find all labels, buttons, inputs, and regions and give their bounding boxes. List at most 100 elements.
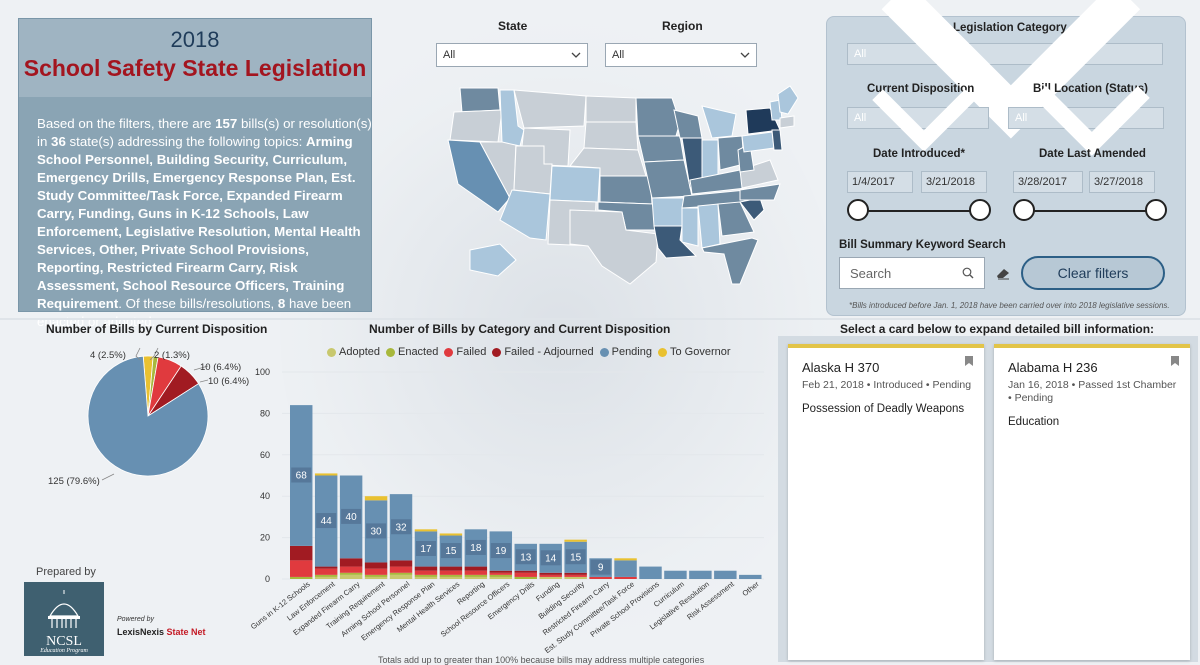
map-state-ak[interactable]: [469, 243, 517, 277]
legend-item-failed-adjourned[interactable]: Failed - Adjourned: [492, 346, 594, 358]
bar-segment-failed-adjourned[interactable]: [389, 560, 413, 567]
bookmark-icon[interactable]: [962, 354, 976, 368]
map-state-nd[interactable]: [585, 95, 637, 123]
bar-segment-pending[interactable]: [664, 570, 687, 579]
map-state-in[interactable]: [701, 139, 719, 181]
bar-segment-enacted[interactable]: [439, 574, 463, 577]
bar-segment-failed-adjourned[interactable]: [339, 558, 363, 567]
bar-segment-failed[interactable]: [564, 574, 587, 577]
date-introduced-slider-end-handle[interactable]: [969, 199, 991, 221]
bar-segment-failed[interactable]: [539, 574, 562, 577]
bar-segment-enacted[interactable]: [339, 572, 363, 575]
bar-segment-failed-adjourned[interactable]: [290, 545, 313, 561]
map-state-fl[interactable]: [701, 237, 759, 285]
legend-item-to-governor[interactable]: To Governor: [657, 346, 731, 358]
bar-segment-adopted[interactable]: [539, 576, 562, 579]
pie-chart[interactable]: 4 (2.5%) 2 (1.3%) 10 (6.4%) 10 (6.4%) 12…: [18, 336, 268, 496]
bar-segment-adopted[interactable]: [339, 574, 363, 579]
bar-segment-failed[interactable]: [389, 566, 413, 573]
bar-segment-to-governor[interactable]: [439, 533, 463, 536]
legend-item-adopted[interactable]: Adopted: [327, 346, 380, 358]
bar-segment-pending[interactable]: [639, 566, 662, 579]
bar-segment-failed-adjourned[interactable]: [464, 566, 488, 571]
map-state-ks[interactable]: [599, 175, 653, 205]
bar-segment-to-governor[interactable]: [414, 529, 438, 532]
map-state-ia[interactable]: [637, 135, 685, 163]
bar-segment-failed[interactable]: [364, 568, 388, 575]
map-state-mn[interactable]: [635, 97, 681, 137]
map-state-pa[interactable]: [741, 131, 775, 153]
bar-segment-pending[interactable]: [614, 560, 637, 577]
bar-segment-adopted[interactable]: [439, 576, 463, 579]
date-amended-slider-start-handle[interactable]: [1013, 199, 1035, 221]
bar-segment-failed-adjourned[interactable]: [414, 566, 438, 571]
bar-segment-adopted[interactable]: [564, 576, 587, 579]
bar-segment-adopted[interactable]: [464, 576, 488, 579]
date-introduced-to-input[interactable]: 3/21/2018: [921, 171, 987, 193]
bar-segment-pending[interactable]: [689, 570, 712, 579]
bar-segment-to-governor[interactable]: [314, 473, 338, 476]
bar-segment-enacted[interactable]: [414, 574, 438, 577]
map-state-sd[interactable]: [583, 121, 639, 151]
legend-item-pending[interactable]: Pending: [599, 346, 652, 358]
bar-segment-failed[interactable]: [514, 572, 537, 577]
map-state-ms[interactable]: [681, 207, 699, 247]
us-map[interactable]: [440, 80, 800, 300]
bar-segment-enacted[interactable]: [290, 576, 313, 579]
bar-segment-to-governor[interactable]: [364, 496, 388, 501]
bar-segment-enacted[interactable]: [489, 574, 513, 577]
region-dropdown[interactable]: All: [605, 43, 757, 67]
map-state-ky[interactable]: [689, 169, 747, 195]
bar-segment-adopted[interactable]: [489, 576, 513, 579]
bar-segment-adopted[interactable]: [364, 576, 388, 579]
eraser-icon[interactable]: [995, 266, 1011, 280]
bar-segment-failed-adjourned[interactable]: [364, 562, 388, 569]
date-amended-to-input[interactable]: 3/27/2018: [1089, 171, 1155, 193]
bar-segment-enacted[interactable]: [364, 574, 388, 577]
bar-segment-pending[interactable]: [714, 570, 737, 579]
state-dropdown[interactable]: All: [436, 43, 588, 67]
map-state-mo[interactable]: [643, 159, 693, 199]
bar-segment-failed[interactable]: [589, 576, 612, 579]
bar-segment-adopted[interactable]: [314, 576, 338, 579]
map-state-mi[interactable]: [701, 105, 737, 139]
map-state-co[interactable]: [549, 165, 601, 203]
bookmark-icon[interactable]: [1168, 354, 1182, 368]
bar-segment-failed[interactable]: [464, 570, 488, 575]
bar-segment-failed[interactable]: [339, 566, 363, 573]
bar-segment-adopted[interactable]: [414, 576, 438, 579]
map-state-az[interactable]: [499, 189, 551, 241]
map-state-al[interactable]: [697, 203, 721, 249]
map-state-wa[interactable]: [459, 87, 501, 113]
legend-item-enacted[interactable]: Enacted: [385, 346, 438, 358]
bar-segment-failed[interactable]: [290, 560, 313, 577]
bar-segment-to-governor[interactable]: [614, 558, 637, 561]
date-introduced-slider-start-handle[interactable]: [847, 199, 869, 221]
bar-segment-failed-adjourned[interactable]: [514, 570, 537, 573]
bar-segment-failed[interactable]: [489, 572, 513, 575]
map-state-or[interactable]: [449, 109, 503, 143]
bar-segment-adopted[interactable]: [389, 574, 413, 579]
map-state-mt[interactable]: [513, 89, 587, 129]
map-state-ma[interactable]: [779, 115, 795, 129]
map-state-ga[interactable]: [717, 201, 755, 237]
bar-segment-failed-adjourned[interactable]: [539, 572, 562, 575]
bar-segment-pending[interactable]: [739, 574, 762, 579]
bar-segment-failed[interactable]: [439, 570, 463, 575]
bar-segment-enacted[interactable]: [464, 574, 488, 577]
bill-card-alaska-h370[interactable]: Alaska H 370 Feb 21, 2018 • Introduced •…: [788, 344, 984, 660]
date-amended-from-input[interactable]: 3/28/2017: [1013, 171, 1083, 193]
bar-segment-enacted[interactable]: [314, 574, 338, 577]
pie-slice-pending[interactable]: [87, 355, 209, 477]
map-state-nc[interactable]: [739, 183, 781, 201]
legend-item-failed[interactable]: Failed: [444, 346, 486, 358]
location-dropdown[interactable]: All: [1008, 86, 1164, 156]
bar-segment-failed[interactable]: [614, 576, 637, 579]
map-state-tx[interactable]: [569, 209, 659, 285]
date-introduced-from-input[interactable]: 1/4/2017: [847, 171, 913, 193]
map-state-ar[interactable]: [651, 197, 685, 227]
bar-segment-failed[interactable]: [414, 570, 438, 575]
bar-segment-failed[interactable]: [314, 568, 338, 575]
bar-segment-to-governor[interactable]: [564, 539, 587, 542]
